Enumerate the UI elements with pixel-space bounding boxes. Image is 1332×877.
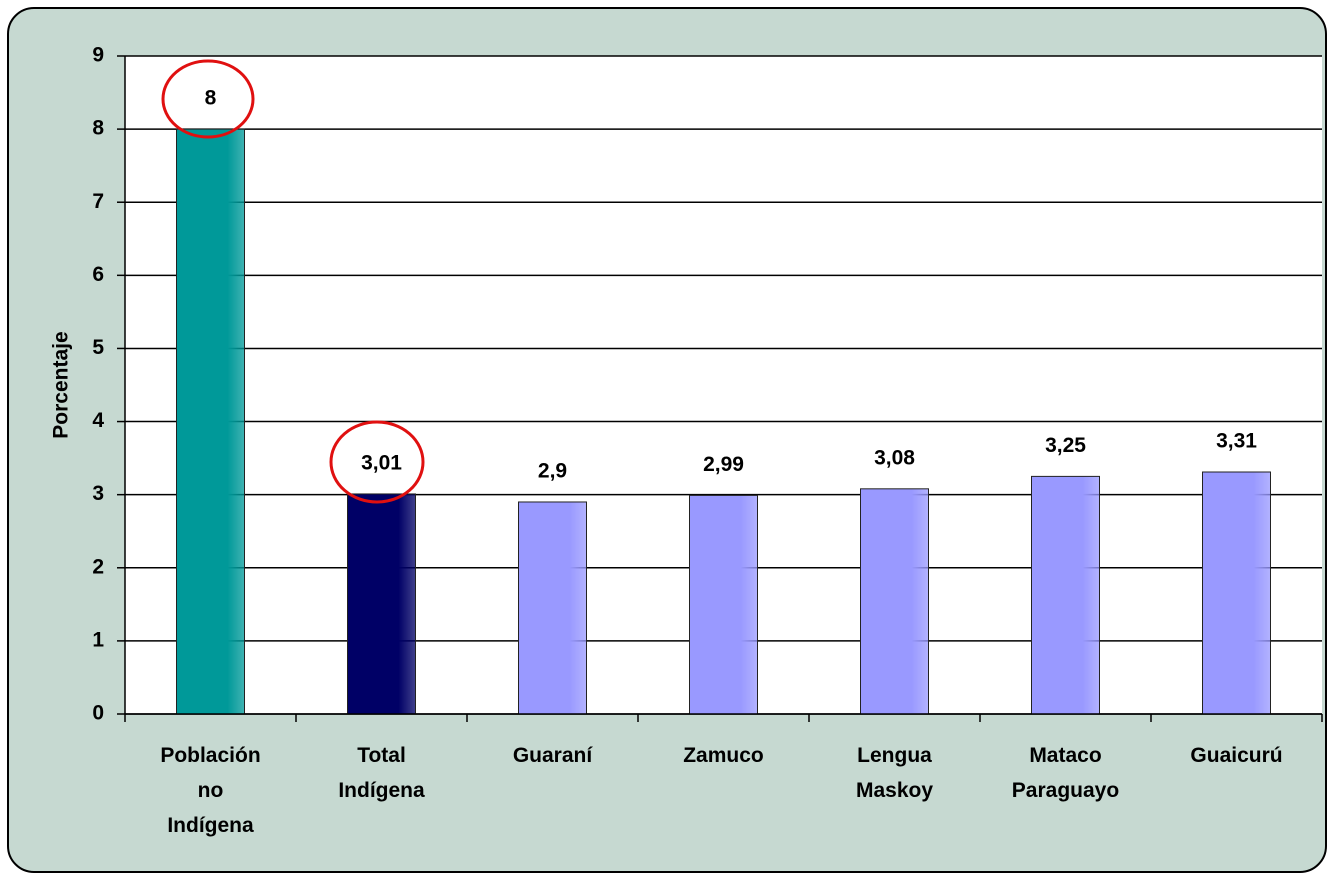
- label-line: Población: [160, 744, 260, 767]
- y-tick-label: 3: [92, 482, 104, 505]
- data-label: 3,08: [874, 446, 915, 469]
- label-line: Total: [357, 744, 406, 767]
- bar: [347, 493, 416, 715]
- label-line: Indígena: [338, 779, 425, 802]
- y-tick-label: 5: [92, 336, 104, 359]
- data-label: 2,9: [538, 460, 567, 483]
- bar: [689, 494, 758, 715]
- x-tick-label: Zamuco: [683, 744, 764, 767]
- y-tick-label: 2: [92, 555, 104, 578]
- bar: [176, 128, 245, 715]
- x-tick-label: Total Indígena: [338, 744, 425, 802]
- label-line: Lengua: [857, 744, 932, 767]
- y-tick-label: 8: [92, 117, 104, 140]
- y-tick-label: 9: [92, 44, 104, 67]
- data-label: 2,99: [703, 453, 744, 476]
- data-label: 3,31: [1216, 430, 1257, 453]
- y-tick-label: 4: [92, 409, 104, 432]
- y-tick-label: 7: [92, 190, 104, 213]
- label-line: Mataco: [1029, 744, 1101, 767]
- bar: [860, 488, 929, 715]
- label-line: Maskoy: [856, 779, 933, 802]
- y-tick-label: 6: [92, 263, 104, 286]
- label-line: Guaraní: [513, 744, 594, 767]
- label-line: no: [198, 779, 224, 802]
- highlight-circle: [161, 59, 255, 139]
- x-tick-label: Guaraní: [513, 744, 594, 767]
- y-tick-label: 0: [92, 702, 104, 725]
- x-tick-label: Población no Indígena: [160, 744, 260, 837]
- label-line: Guaicurú: [1190, 744, 1282, 767]
- label-line: Paraguayo: [1012, 779, 1119, 802]
- bar: [1031, 475, 1100, 715]
- x-tick-label: Lengua Maskoy: [856, 744, 933, 802]
- bar: [518, 501, 587, 715]
- y-tick-label: 1: [92, 628, 104, 651]
- x-tick-label: Mataco Paraguayo: [1012, 744, 1119, 802]
- highlight-circle: [329, 420, 425, 504]
- data-label: 3,25: [1045, 434, 1086, 457]
- label-line: Zamuco: [683, 744, 764, 767]
- bar: [1202, 471, 1271, 715]
- data-label: 8: [205, 87, 217, 110]
- data-label: 3,01: [361, 451, 402, 474]
- label-line: Indígena: [167, 814, 254, 837]
- y-axis-label: Porcentaje: [50, 331, 73, 438]
- x-tick-label: Guaicurú: [1190, 744, 1282, 767]
